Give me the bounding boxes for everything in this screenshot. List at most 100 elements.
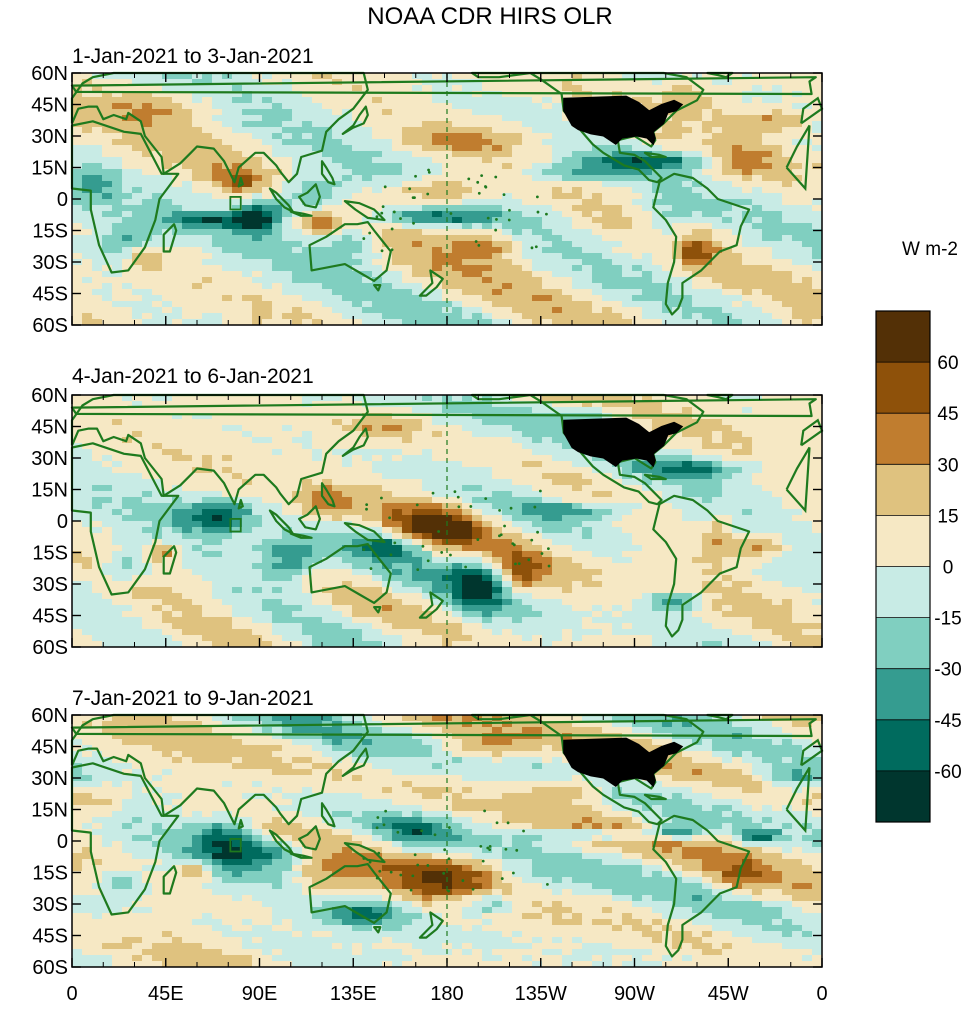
map-panel-2: 4-Jan-2021 to 6-Jan-2021 60N 45N 30N 15N 0 15… xyxy=(31,365,824,659)
island-dot xyxy=(408,187,412,191)
continent-outline xyxy=(320,482,336,508)
lat-tick-label: 15S xyxy=(32,221,68,243)
colorbar-label: -15 xyxy=(934,609,961,630)
island-dot xyxy=(447,857,451,861)
lat-tick-label: 30N xyxy=(31,126,68,148)
lon-tick-label: 135E xyxy=(330,983,377,1005)
colorbar-swatch xyxy=(876,668,930,721)
lat-tick-label: 0 xyxy=(57,189,68,211)
island-dot xyxy=(502,193,506,197)
lat-tick-label: 60N xyxy=(31,385,68,407)
island-dot xyxy=(498,509,502,512)
island-dot xyxy=(416,863,420,867)
colorbar-units: W m-2 xyxy=(902,239,958,260)
olr-field-1 xyxy=(72,73,823,326)
lat-tick-label: 45N xyxy=(31,95,68,117)
lat-tick-label: 15S xyxy=(32,863,68,885)
continent-outline xyxy=(237,176,244,188)
island-dot xyxy=(483,809,487,813)
island-dot xyxy=(362,237,366,240)
lon-tick-label: 0 xyxy=(66,983,77,1005)
panel-title-3: 7-Jan-2021 to 9-Jan-2021 xyxy=(72,687,314,710)
island-dot xyxy=(546,882,549,886)
island-dot xyxy=(442,871,446,875)
continent-outline xyxy=(800,418,824,447)
island-dot xyxy=(377,851,381,855)
lat-tick-label: 15S xyxy=(32,543,68,565)
island-dot xyxy=(530,246,534,250)
lat-tick-label: 60S xyxy=(32,637,68,659)
island-dot xyxy=(533,505,537,509)
island-dot xyxy=(514,562,517,566)
island-dot xyxy=(504,847,508,851)
island-dot xyxy=(384,809,388,813)
colorbar-swatch xyxy=(876,566,930,618)
colorbar-swatch xyxy=(876,311,930,363)
lat-tick-label: 60S xyxy=(32,315,68,337)
island-dot xyxy=(396,830,400,834)
continent-outline xyxy=(308,862,392,925)
continent-outline xyxy=(373,925,382,934)
continent-outline xyxy=(320,160,336,186)
island-dot xyxy=(433,833,437,837)
lat-tick-label: 45N xyxy=(31,417,68,439)
island-dot xyxy=(469,505,473,508)
lon-tick-label: 45W xyxy=(708,983,749,1005)
continent-outline xyxy=(298,505,321,531)
island-dot xyxy=(476,538,480,541)
island-dot xyxy=(495,821,499,825)
colorbar-label: -60 xyxy=(934,762,961,783)
island-dot xyxy=(453,490,457,494)
colorbar-label: 0 xyxy=(943,558,954,579)
continent-outline xyxy=(800,738,824,767)
lat-tick-label: 30N xyxy=(31,768,68,790)
lat-tick-label: 15N xyxy=(31,158,68,180)
lat-tick-label: 45N xyxy=(31,737,68,759)
lat-tick-label: 45S xyxy=(32,284,68,306)
island-dot xyxy=(426,192,430,196)
continent-outline xyxy=(162,865,178,895)
island-dot xyxy=(380,211,384,215)
colorbar-swatch xyxy=(876,464,930,516)
colorbar-swatch xyxy=(876,362,930,414)
colorbar-label: 60 xyxy=(937,353,958,374)
lat-tick-label: 45S xyxy=(32,926,68,948)
lat-tick-label: 45S xyxy=(32,606,68,628)
island-dot xyxy=(365,507,368,511)
island-dot xyxy=(507,218,511,222)
continent-outline xyxy=(289,210,313,217)
colorbar-swatch xyxy=(876,719,930,772)
island-dot xyxy=(495,218,498,221)
continent-outline xyxy=(289,852,313,859)
island-dot xyxy=(449,212,453,215)
island-dot xyxy=(411,874,415,878)
island-dot xyxy=(388,516,391,520)
colorbar-swatch xyxy=(876,413,930,465)
island-dot xyxy=(380,496,383,500)
colorbar-swatch xyxy=(876,617,930,669)
colorbar-label: -45 xyxy=(934,711,961,732)
island-dot xyxy=(380,249,384,253)
continent-outline xyxy=(785,124,811,192)
island-dot xyxy=(447,889,451,893)
island-dot xyxy=(509,506,513,510)
island-dot xyxy=(449,553,452,557)
island-dot xyxy=(464,565,468,569)
island-dot xyxy=(517,562,521,566)
continent-outline xyxy=(298,183,321,209)
lat-tick-label: 30N xyxy=(31,448,68,470)
continent-outline xyxy=(652,172,751,316)
continent-outline xyxy=(373,284,382,292)
continent-outline xyxy=(652,814,751,958)
continent-outline xyxy=(289,532,313,539)
island-dot xyxy=(415,503,419,507)
island-dot xyxy=(416,568,420,572)
island-dot xyxy=(426,864,430,867)
island-dot xyxy=(461,879,465,882)
continent-outline xyxy=(418,269,444,297)
lat-tick-label: 60N xyxy=(31,63,68,85)
island-dot xyxy=(476,180,480,184)
island-dot xyxy=(447,826,451,829)
land-outlines-1 xyxy=(70,71,824,325)
island-dot xyxy=(392,210,396,214)
